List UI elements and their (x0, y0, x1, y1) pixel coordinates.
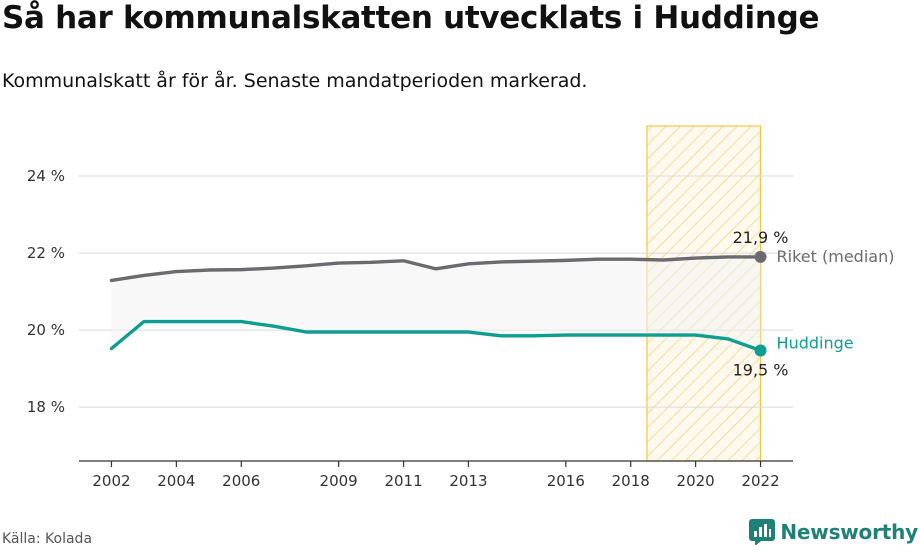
endpoint-riket (754, 250, 767, 263)
y-tick-label: 20 % (27, 321, 65, 339)
newsworthy-icon (749, 519, 776, 545)
x-tick-label: 2018 (612, 472, 650, 490)
y-tick-label: 22 % (27, 244, 65, 262)
huddinge-series-label: Huddinge (777, 333, 854, 352)
brand-logo: Newsworthy (749, 519, 918, 545)
x-tick-label: 2020 (677, 472, 715, 490)
x-tick-label: 2013 (449, 472, 487, 490)
chart-subtitle: Kommunalskatt år för år. Senaste mandatp… (2, 70, 588, 92)
x-tick-label: 2022 (741, 472, 779, 490)
riket-series-label: Riket (median) (777, 247, 895, 266)
y-tick-label: 18 % (27, 398, 65, 416)
x-tick-label: 2016 (547, 472, 585, 490)
x-tick-label: 2009 (320, 472, 358, 490)
riket-value-label: 21,9 % (733, 228, 789, 247)
chart-title: Så har kommunalskatten utvecklats i Hudd… (2, 0, 820, 36)
x-tick-label: 2004 (157, 472, 195, 490)
x-tick-label: 2006 (222, 472, 260, 490)
huddinge-value-label: 19,5 % (733, 360, 789, 379)
endpoint-huddinge (754, 344, 767, 357)
source-note: Källa: Kolada (2, 531, 93, 547)
brand-name: Newsworthy (780, 520, 918, 544)
series-line-huddinge (109, 319, 763, 353)
gap-area (111, 256, 761, 351)
series-line-riket (109, 255, 763, 283)
y-tick-label: 24 % (27, 167, 65, 185)
x-tick-label: 2002 (92, 472, 130, 490)
x-tick-label: 2011 (384, 472, 422, 490)
